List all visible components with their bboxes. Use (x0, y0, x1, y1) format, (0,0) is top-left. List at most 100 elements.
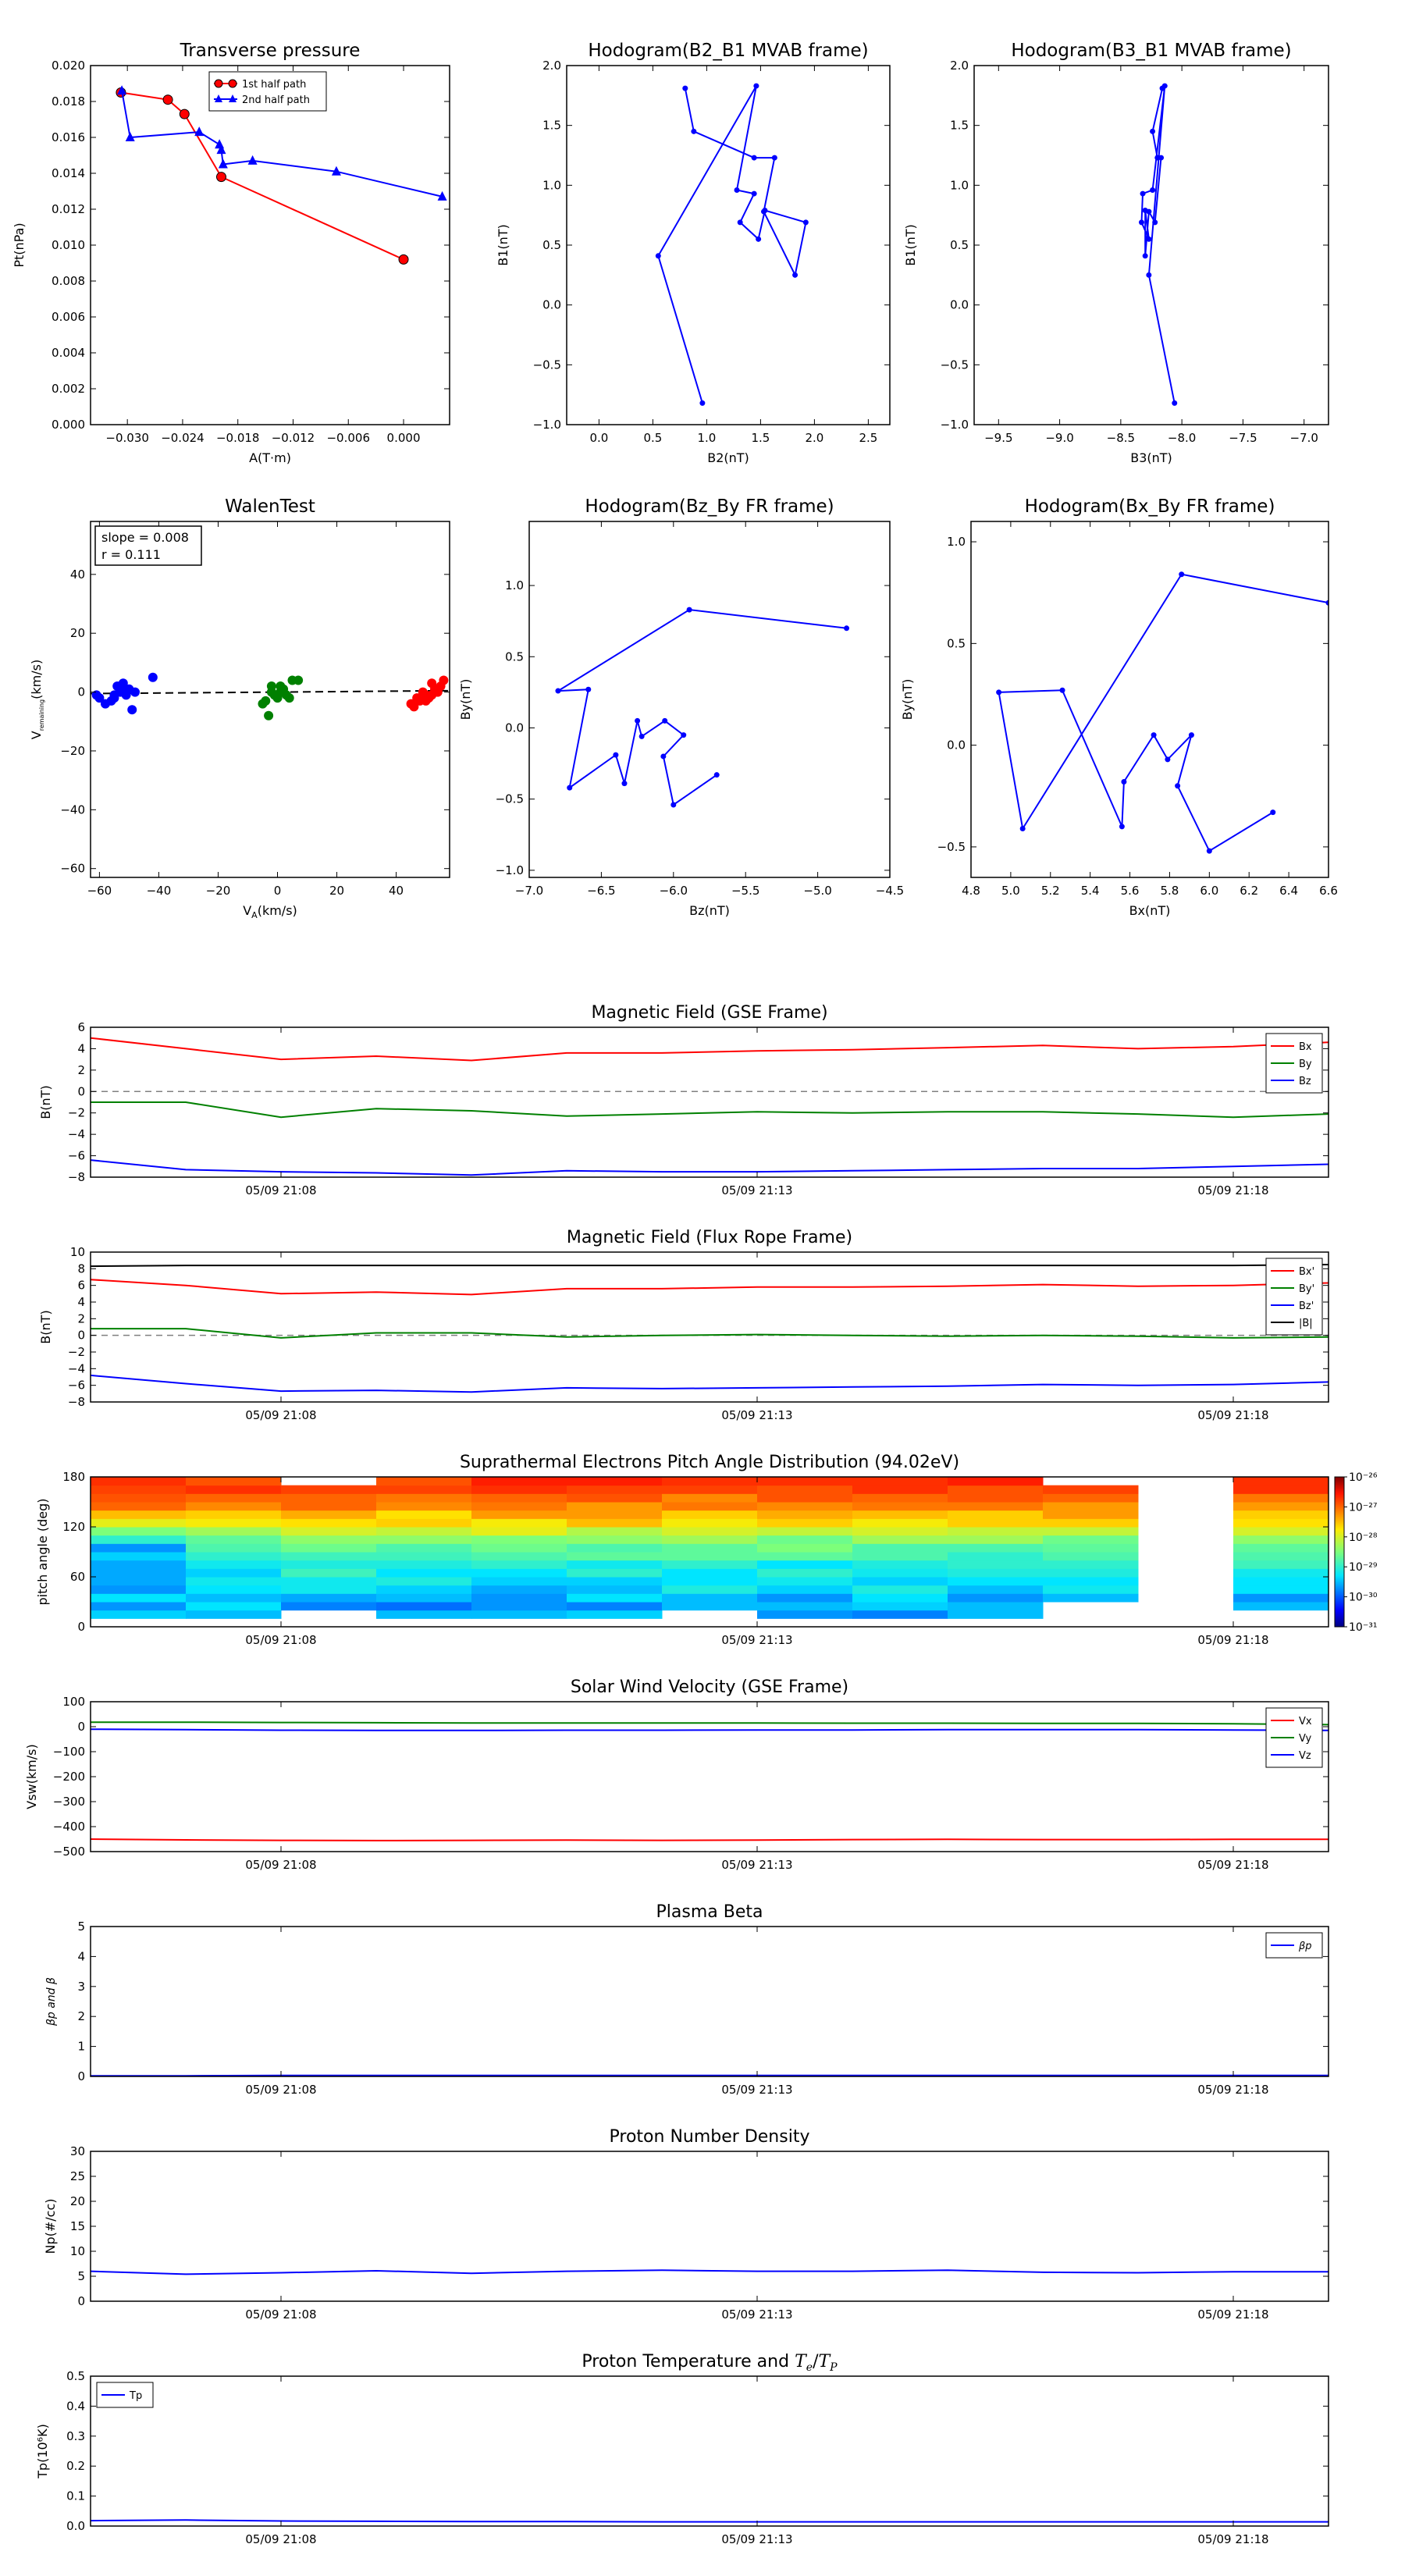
chart-bgse: Magnetic Field (GSE Frame) 05/09 21:08 05/… (38, 1003, 1329, 1197)
heatmap-cell (662, 1502, 758, 1511)
data-point (734, 187, 740, 193)
y-tick-label: 2.0 (542, 59, 561, 73)
heatmap-cell (91, 1543, 187, 1553)
y-tick-label: −300 (53, 1795, 85, 1809)
x-tick-label: −20 (206, 884, 231, 898)
annotation-box: slope = 0.008 r = 0.111 (94, 525, 202, 566)
heatmap-cell (1043, 1535, 1139, 1544)
data-point (215, 139, 225, 149)
heatmap-cell (376, 1610, 472, 1619)
data-point (756, 236, 762, 242)
x-tick-label: −6.5 (587, 884, 615, 898)
heatmap-cell (281, 1593, 377, 1603)
chart-title: Hodogram(Bx_By FR frame) (1025, 496, 1275, 517)
plot-area (91, 1264, 1329, 1393)
x-tick-label: 0.5 (643, 431, 662, 445)
heatmap-cell (91, 1610, 187, 1619)
data-point (567, 785, 573, 791)
heatmap-cell (186, 1560, 282, 1569)
data-point (662, 717, 668, 724)
heatmap-cell (852, 1552, 948, 1561)
data-point (1165, 756, 1171, 763)
heatmap-cell (1233, 1502, 1329, 1511)
heatmap-cell (662, 1527, 758, 1536)
y-axis-label: Pt(nPa) (12, 222, 27, 267)
y-axis-label: B(nT) (38, 1310, 53, 1343)
x-tick-label: −0.012 (272, 431, 315, 445)
heatmap-cell (471, 1560, 567, 1569)
heatmap-cell (91, 1518, 187, 1528)
heatmap-cell (91, 1527, 187, 1536)
heatmap-cell (757, 1543, 853, 1553)
y-axis-label: B(nT) (38, 1085, 53, 1119)
data-point (691, 128, 697, 134)
data-point (613, 752, 619, 758)
axes-frame (90, 1026, 1329, 1178)
data-point (1121, 779, 1127, 785)
colorbar-tick-label: 10⁻³⁰ (1349, 1592, 1378, 1604)
heatmap-cell (567, 1610, 663, 1619)
heatmap-cell (757, 1560, 853, 1569)
x-tick-label: 05/09 21:08 (245, 1408, 316, 1422)
heatmap-cell (376, 1577, 472, 1586)
heatmap-cell (757, 1493, 853, 1503)
data-point (621, 781, 628, 787)
data-point (771, 155, 777, 161)
annotation-frame (94, 525, 202, 566)
data-point (686, 607, 692, 613)
y-tick-label: 4 (77, 1295, 85, 1309)
chart-title: Hodogram(Bz_By FR frame) (585, 496, 834, 517)
data-point (264, 710, 274, 720)
data-point (1179, 571, 1185, 578)
legend-label: Vx (1299, 1716, 1312, 1727)
y-tick-label: 0.006 (52, 310, 85, 324)
legend-label: Bz (1299, 1076, 1311, 1087)
legend-label: By' (1299, 1283, 1314, 1295)
y-tick-label: 3 (77, 1980, 85, 1994)
heatmap-cell (471, 1543, 567, 1553)
data-point (179, 109, 190, 119)
data-point (437, 190, 447, 201)
chart-title: Proton Temperature and Te/TP (582, 2352, 838, 2374)
series-line (557, 609, 847, 806)
chart-pad: Suprathermal Electrons Pitch Angle Distr… (35, 1453, 1378, 1647)
data-point (1206, 848, 1212, 854)
heatmap-cell (662, 1493, 758, 1503)
heatmap-cell (948, 1543, 1044, 1553)
heatmap-cell (948, 1502, 1044, 1511)
y-tick-label: 1 (77, 2040, 85, 2054)
x-tick-label: −40 (147, 884, 172, 898)
x-axis-label: VA(km/s) (243, 903, 297, 920)
series-line-Bz (91, 1159, 1329, 1176)
series-line-Tp (91, 2519, 1329, 2523)
plot-area (996, 571, 1329, 854)
x-tick-label: 05/09 21:13 (721, 1858, 792, 1872)
heatmap-cell (757, 1552, 853, 1561)
series-line-Bx' (91, 1279, 1329, 1296)
data-point (1154, 155, 1161, 161)
data-point (585, 686, 592, 692)
heatmap-cell (662, 1560, 758, 1569)
y-tick-label: −100 (53, 1745, 85, 1759)
axes-frame (90, 65, 450, 425)
heatmap-cell (757, 1477, 853, 1486)
heatmap-cell (186, 1602, 282, 1611)
heatmap-cell (1043, 1585, 1139, 1594)
heatmap-cell (376, 1485, 472, 1494)
heatmap-cell (948, 1485, 1044, 1494)
heatmap-cell (471, 1610, 567, 1619)
y-tick-label: 20 (70, 626, 85, 640)
y-tick-label: 0.5 (505, 649, 524, 664)
heatmap-cell (281, 1485, 377, 1494)
heatmap-cell (91, 1485, 187, 1494)
data-point (1019, 825, 1026, 831)
data-point (660, 753, 667, 760)
heatmap-cell (91, 1560, 187, 1569)
heatmap-cell (186, 1493, 282, 1503)
y-tick-label: 0 (77, 1329, 85, 1343)
legend: Bx By Bz (1265, 1033, 1323, 1094)
heatmap-cell (376, 1493, 472, 1503)
x-tick-label: −7.0 (515, 884, 543, 898)
y-tick-label: −0.5 (941, 358, 969, 372)
heatmap-cell (567, 1593, 663, 1603)
